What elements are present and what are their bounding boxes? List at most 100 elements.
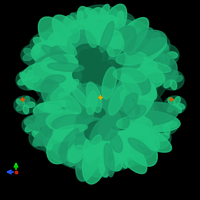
Ellipse shape [109, 85, 125, 115]
Ellipse shape [105, 26, 136, 66]
Ellipse shape [99, 153, 108, 166]
Ellipse shape [102, 162, 116, 170]
Ellipse shape [68, 120, 91, 163]
Ellipse shape [48, 33, 58, 46]
Ellipse shape [168, 98, 175, 105]
Ellipse shape [126, 111, 180, 131]
Ellipse shape [157, 133, 169, 141]
Ellipse shape [92, 62, 116, 86]
Ellipse shape [79, 155, 91, 161]
Ellipse shape [121, 20, 133, 26]
Ellipse shape [44, 75, 65, 84]
Ellipse shape [67, 151, 77, 159]
Ellipse shape [77, 80, 103, 118]
Ellipse shape [154, 48, 164, 56]
Ellipse shape [58, 62, 84, 88]
Ellipse shape [118, 63, 165, 88]
Ellipse shape [24, 96, 30, 105]
Ellipse shape [90, 72, 110, 109]
Ellipse shape [53, 125, 87, 135]
Ellipse shape [85, 121, 108, 140]
Ellipse shape [107, 71, 146, 95]
Ellipse shape [164, 125, 170, 135]
Ellipse shape [101, 86, 114, 114]
Ellipse shape [25, 124, 34, 132]
Ellipse shape [14, 96, 36, 114]
Ellipse shape [41, 55, 85, 74]
Ellipse shape [165, 116, 173, 125]
Ellipse shape [129, 127, 152, 139]
Ellipse shape [92, 81, 110, 111]
Ellipse shape [96, 4, 127, 51]
Ellipse shape [23, 53, 34, 61]
Ellipse shape [45, 81, 155, 163]
Ellipse shape [121, 83, 156, 124]
Ellipse shape [79, 50, 100, 83]
Ellipse shape [33, 51, 86, 80]
Ellipse shape [52, 15, 93, 64]
Ellipse shape [121, 74, 142, 100]
Ellipse shape [75, 124, 102, 150]
Ellipse shape [73, 66, 99, 83]
Ellipse shape [108, 16, 119, 23]
Ellipse shape [123, 102, 178, 125]
Ellipse shape [97, 138, 122, 171]
Ellipse shape [38, 17, 79, 64]
Ellipse shape [73, 30, 98, 65]
Ellipse shape [110, 133, 122, 152]
Ellipse shape [77, 87, 106, 100]
Ellipse shape [103, 101, 122, 129]
Ellipse shape [99, 60, 121, 89]
Ellipse shape [76, 118, 103, 135]
Ellipse shape [33, 44, 40, 55]
Ellipse shape [173, 76, 182, 82]
Ellipse shape [45, 70, 83, 111]
Ellipse shape [22, 115, 48, 135]
Ellipse shape [116, 52, 146, 65]
Ellipse shape [139, 126, 171, 150]
Ellipse shape [92, 77, 111, 124]
Ellipse shape [85, 88, 115, 102]
Ellipse shape [76, 96, 100, 106]
Ellipse shape [154, 42, 168, 50]
Ellipse shape [33, 125, 40, 135]
Ellipse shape [151, 32, 160, 46]
Ellipse shape [67, 34, 95, 66]
Ellipse shape [86, 135, 101, 163]
Ellipse shape [71, 13, 80, 23]
Ellipse shape [90, 99, 116, 119]
Ellipse shape [98, 31, 122, 59]
Ellipse shape [47, 63, 84, 71]
Ellipse shape [113, 67, 151, 95]
Ellipse shape [86, 91, 97, 115]
Ellipse shape [79, 67, 99, 122]
Ellipse shape [84, 130, 108, 159]
Ellipse shape [87, 93, 118, 104]
Ellipse shape [160, 70, 184, 90]
Ellipse shape [16, 104, 24, 111]
Ellipse shape [47, 134, 59, 141]
Ellipse shape [118, 21, 124, 33]
Ellipse shape [38, 76, 162, 168]
Ellipse shape [156, 124, 165, 133]
Ellipse shape [100, 79, 126, 118]
Ellipse shape [80, 5, 120, 29]
Ellipse shape [82, 63, 106, 91]
Ellipse shape [29, 126, 61, 150]
Ellipse shape [50, 42, 64, 50]
Ellipse shape [152, 138, 159, 150]
Ellipse shape [67, 90, 82, 112]
Ellipse shape [17, 99, 24, 106]
Ellipse shape [38, 104, 63, 114]
Ellipse shape [155, 54, 165, 63]
Ellipse shape [94, 69, 121, 105]
Ellipse shape [69, 157, 78, 166]
Ellipse shape [89, 89, 121, 101]
Ellipse shape [20, 72, 28, 80]
Ellipse shape [166, 52, 178, 58]
Ellipse shape [118, 93, 138, 116]
Ellipse shape [123, 154, 134, 160]
Ellipse shape [88, 23, 112, 58]
Ellipse shape [26, 102, 35, 107]
Ellipse shape [42, 23, 158, 111]
